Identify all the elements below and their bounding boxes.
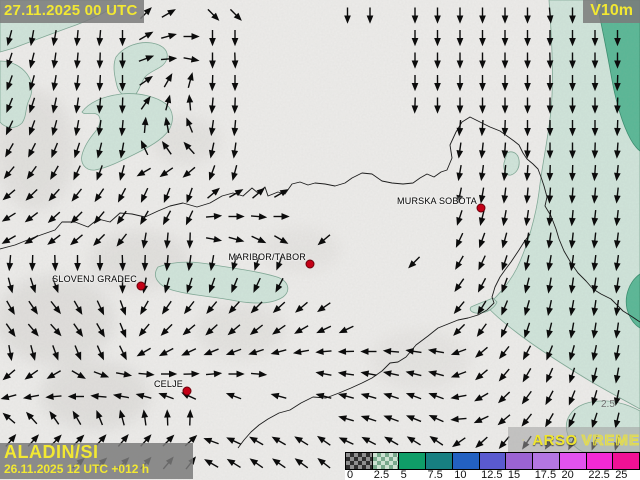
legend-tick: 20 <box>561 469 574 480</box>
legend-tick: 10 <box>454 469 467 480</box>
datetime-box: 27.11.2025 00 UTC <box>0 0 144 23</box>
legend-swatch <box>613 453 640 469</box>
sun-icon <box>522 439 525 441</box>
variable-label: V10m <box>590 2 633 19</box>
legend-tick: 15 <box>507 469 521 480</box>
model-run-label: 26.11.2025 12 UTC +012 h <box>4 462 150 476</box>
vreme-wordmark: VREME <box>581 431 640 449</box>
datetime-label: 27.11.2025 00 UTC <box>4 2 138 19</box>
legend-swatch <box>452 453 480 469</box>
legend-swatch <box>479 453 507 469</box>
model-name: ALADIN/SI <box>4 442 99 462</box>
legend-swatch <box>586 453 614 469</box>
legend-swatch <box>399 453 427 469</box>
legend-tick: 12.5 <box>481 469 503 480</box>
legend-ticks: 0 2.5 5 7.5 10 12.5 15 17.5 20 22.5 25 <box>345 470 640 480</box>
legend-colorbar <box>345 452 640 470</box>
city-label: MURSKA SOBOTA <box>397 196 477 206</box>
legend-tick: 0 <box>347 469 354 480</box>
city-label: SLOVENJ GRADEC <box>52 274 137 284</box>
legend-tick: 22.5 <box>588 469 610 480</box>
contour-label: 2.5 <box>601 399 615 410</box>
legend-swatch <box>426 453 453 469</box>
legend-swatch <box>559 453 587 469</box>
legend-swatch <box>506 453 534 469</box>
legend-tick: 25 <box>615 469 628 480</box>
legend-tick: 7.5 <box>427 469 443 480</box>
legend-swatch <box>372 453 400 469</box>
legend-swatch <box>346 453 373 469</box>
city-dot <box>476 203 486 213</box>
city-label: CELJE <box>153 379 183 389</box>
legend-tick: 2.5 <box>373 469 390 480</box>
legend-swatch <box>533 453 560 469</box>
city-dot <box>305 259 315 269</box>
wind-speed-legend: 0 2.5 5 7.5 10 12.5 15 17.5 20 22.5 25 <box>345 452 640 480</box>
city-dot <box>182 386 192 396</box>
variable-box: V10m <box>583 0 640 23</box>
city-label: MARIBOR/TABOR <box>228 252 306 262</box>
agency-logo-box: ARSO VREME <box>508 427 640 453</box>
city-dot <box>136 281 146 291</box>
arso-wordmark: ARSO <box>532 431 578 449</box>
legend-tick: 17.5 <box>534 469 557 480</box>
legend-tick: 5 <box>400 469 407 480</box>
country-border-south <box>237 233 531 449</box>
model-box: ALADIN/SI 26.11.2025 12 UTC +012 h <box>0 443 193 479</box>
